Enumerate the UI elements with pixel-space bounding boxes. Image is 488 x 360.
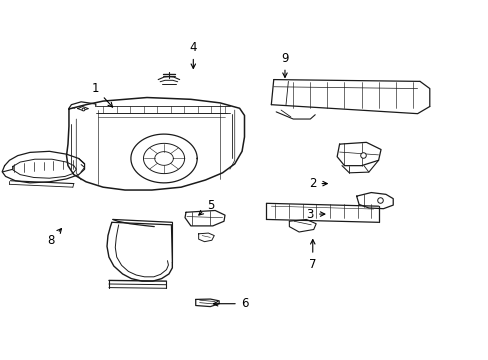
Text: 8: 8	[47, 229, 61, 247]
Text: 7: 7	[308, 240, 316, 271]
Text: 6: 6	[213, 297, 248, 310]
Text: 5: 5	[199, 199, 214, 215]
Text: 4: 4	[189, 41, 197, 68]
Text: 1: 1	[92, 82, 112, 107]
Text: 3: 3	[306, 208, 324, 221]
Text: 2: 2	[308, 177, 326, 190]
Text: 9: 9	[281, 51, 288, 77]
